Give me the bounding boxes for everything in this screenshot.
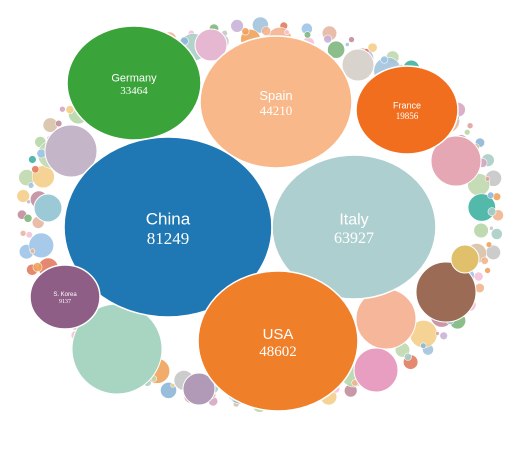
filler-bubble xyxy=(480,256,489,265)
mid-bubble xyxy=(44,124,98,178)
filler-bubble xyxy=(241,27,250,36)
filler-bubble xyxy=(344,42,350,47)
bubble-s-korea-shape xyxy=(29,264,101,330)
filler-bubble xyxy=(23,213,33,223)
filler-bubble xyxy=(487,207,497,217)
filler-bubble xyxy=(59,105,66,113)
filler-bubble xyxy=(32,262,43,272)
filler-bubble xyxy=(28,155,37,164)
filler-bubble xyxy=(31,165,40,174)
bubble-china-value: 81249 xyxy=(147,229,190,248)
filler-bubble xyxy=(487,191,495,199)
filler-bubble xyxy=(367,42,378,53)
filler-bubble xyxy=(490,228,503,240)
mid-bubble xyxy=(430,135,482,187)
mid-bubble xyxy=(353,347,399,393)
bubble-china-label: China xyxy=(146,209,191,228)
mid-bubble xyxy=(450,244,480,274)
filler-bubble xyxy=(473,222,489,239)
filler-bubble xyxy=(284,29,290,35)
bubble-germany-value: 33464 xyxy=(120,85,148,97)
bubble-usa-label: USA xyxy=(263,326,294,343)
filler-bubble xyxy=(327,40,346,59)
mid-bubble xyxy=(33,193,63,223)
filler-bubble xyxy=(492,192,502,201)
filler-bubble xyxy=(466,122,474,129)
bubble-s-korea-label: S. Korea xyxy=(53,292,77,298)
bubble-usa-shape xyxy=(197,270,359,412)
bubble-italy-shape xyxy=(271,154,437,300)
bubble-france-shape xyxy=(355,65,459,155)
filler-bubble xyxy=(348,36,355,43)
filler-bubble xyxy=(28,232,54,259)
bubble-germany-label: Germany xyxy=(111,72,157,84)
bubble-france-value: 19856 xyxy=(396,111,419,121)
filler-bubble xyxy=(473,271,484,282)
filler-bubble xyxy=(25,231,33,239)
bubble-s-korea-value: 9137 xyxy=(59,299,71,305)
filler-bubble xyxy=(29,248,36,254)
mid-bubbles xyxy=(33,28,482,406)
bubble-italy-value: 63927 xyxy=(334,230,374,247)
filler-bubble xyxy=(170,383,175,388)
filler-bubble xyxy=(27,182,35,189)
filler-bubble xyxy=(261,26,272,36)
bubble-spain-label: Spain xyxy=(259,88,292,103)
filler-bubble xyxy=(484,176,491,182)
mid-bubble xyxy=(415,261,477,323)
filler-bubble xyxy=(489,225,494,231)
filler-bubble xyxy=(19,230,27,237)
filler-bubble xyxy=(323,34,333,44)
mid-bubble xyxy=(182,372,216,406)
labelled-bubbles: China81249Italy63927USA48602Spain44210Ge… xyxy=(29,25,459,412)
filler-bubble xyxy=(485,241,493,248)
filler-bubble xyxy=(55,119,63,128)
filler-bubble xyxy=(484,267,491,274)
bubble-usa-value: 48602 xyxy=(259,344,297,360)
filler-bubble xyxy=(26,199,31,205)
filler-bubble xyxy=(439,331,448,340)
bubble-italy-label: Italy xyxy=(339,212,368,229)
filler-bubble xyxy=(403,352,412,361)
bubble-spain-value: 44210 xyxy=(260,103,293,118)
mid-bubble xyxy=(341,48,375,82)
filler-bubble xyxy=(380,55,389,64)
filler-bubble xyxy=(230,19,244,33)
bubble-germany-shape xyxy=(66,25,202,141)
filler-bubble xyxy=(420,342,427,349)
mid-bubble xyxy=(194,28,228,62)
bubble-france-label: France xyxy=(393,101,421,111)
filler-bubble xyxy=(303,31,312,39)
filler-bubble xyxy=(16,189,30,203)
bubble-spain-shape xyxy=(199,35,353,169)
filler-bubble xyxy=(464,129,471,136)
filler-bubble xyxy=(435,331,440,336)
